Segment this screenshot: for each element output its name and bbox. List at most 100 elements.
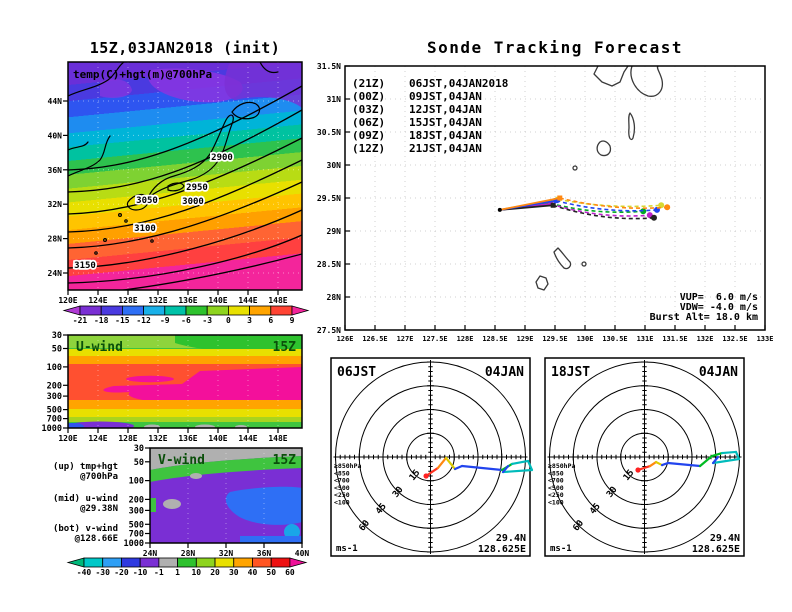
tracking-xtick-label: 128.5E [482, 335, 507, 343]
track-descent-line [550, 203, 650, 217]
vwind-xtick-label: 36N [257, 549, 272, 558]
colorbar-segment [100, 305, 123, 316]
colorbar-label: 40 [248, 568, 258, 577]
colorbar-label: -6 [181, 316, 191, 325]
map700-fill: 2900 2950 3000 3050 3100 3150 [68, 62, 302, 290]
legend-utc-label: (06Z) [352, 116, 385, 129]
colorbar-segment [102, 557, 122, 568]
uwind-ytick-label: 700 [47, 415, 62, 425]
legend-utc-label: (21Z) [352, 77, 385, 90]
uwind-ytick-label: 500 [47, 406, 62, 416]
vwind-xtick-label: 24N [143, 549, 158, 558]
contour-label: 3150 [74, 261, 96, 271]
hodo-legend-label: <700 [548, 477, 564, 485]
map-ytick-label: 32N [48, 200, 63, 209]
hodo-trace-segment [526, 459, 534, 472]
hodo-legend-label: <250 [334, 491, 350, 499]
burst-marker [557, 195, 563, 201]
colorbar-label: -18 [94, 316, 109, 325]
tracking-xtick-label: 133E [757, 335, 774, 343]
tracking-axes: 31.5N31N30.5N30N29.5N29N28.5N28N27.5N126… [317, 62, 774, 343]
hodo1-unit-label: ms-1 [336, 544, 358, 554]
tracking-ytick-label: 31N [327, 95, 342, 104]
tracking-xtick-label: 126.5E [362, 335, 387, 343]
hodo-trace-segment [710, 451, 724, 458]
colorbar-label: -9 [160, 316, 170, 325]
uwind-ytick-label: 50 [52, 345, 62, 355]
hodo2-unit-label: ms-1 [550, 544, 572, 554]
hodo-trace-segment [436, 456, 448, 470]
tracking-title: Sonde Tracking Forecast [427, 38, 683, 57]
colorbar-arrow [289, 557, 308, 568]
contour-label: 3100 [134, 224, 156, 234]
contour-label: 3050 [136, 196, 158, 206]
burst-alt-text: Burst Alt= 18.0 km [650, 312, 758, 323]
colorbar-segment [164, 305, 187, 316]
colorbar-segment [252, 557, 272, 568]
colorbar-label: 6 [268, 316, 273, 325]
tracking-xtick-label: 132E [697, 335, 714, 343]
vwind-xtick-label: 32N [219, 549, 234, 558]
tracking-ytick-label: 28N [327, 293, 342, 302]
tracking-xtick-label: 130.5E [602, 335, 627, 343]
section-annotation: (up) tmp+hgt @700hPa (mid) u-wind @29.38… [53, 462, 118, 544]
hodo-legend-label: <700 [334, 477, 350, 485]
tracking-panel: Sonde Tracking Forecast 31.5N 31N 30.5N 30N… [317, 38, 774, 343]
hodo1-time-label: 06JST [337, 365, 376, 380]
sonde-tracks [497, 195, 671, 221]
vwind-ytick-label: 500 [129, 520, 144, 530]
colorbar-segment [214, 557, 235, 568]
hodo1-date-label: 04JAN [485, 365, 524, 380]
burst-marker [553, 198, 559, 204]
legend-jst-label: 06JST,04JAN2018 [409, 77, 508, 90]
track-descent-line [555, 199, 658, 212]
hodo-trace-segment [698, 454, 714, 468]
coastlines [68, 62, 279, 255]
uwind-ytick-label: 100 [47, 363, 62, 373]
annotation-bot-2: @128.66E [75, 534, 118, 544]
contour-label: 3000 [182, 197, 204, 207]
colorbar-segment [185, 305, 208, 316]
uwind-xtick-label: 136E [178, 434, 197, 443]
colorbar-segment [233, 557, 253, 568]
vwind-ytick-label: 200 [129, 495, 144, 505]
hodo-ring-label: 15 [622, 468, 637, 483]
tracking-islands [535, 66, 664, 291]
vwind-fill [150, 448, 302, 543]
legend-jst-label: 18JST,04JAN [409, 129, 482, 142]
annotation-up-2: @700hPa [80, 472, 118, 482]
landing-marker [658, 202, 665, 209]
uwind-ytick-label: 1000 [42, 424, 62, 434]
hodo-trace-segment [453, 464, 464, 471]
hodo-trace-segment [501, 468, 534, 474]
legend-utc-label: (09Z) [352, 129, 385, 142]
hodo-surface-dot [423, 473, 429, 479]
vup-text: VUP= 6.0 m/s [680, 292, 758, 303]
map-xtick-label: 148E [268, 296, 287, 305]
colorbar-label: -10 [133, 568, 148, 577]
annotation-mid-2: @29.38N [80, 504, 118, 514]
map700-panel: 15Z,03JAN2018 (init) [48, 39, 310, 325]
hodo-trace-segment [460, 464, 504, 472]
colorbar-label: -30 [95, 568, 110, 577]
tracking-xtick-label: 129E [517, 335, 534, 343]
colorbar-label: -3 [202, 316, 212, 325]
tracking-ytick-label: 30.5N [317, 128, 341, 137]
hodo-legend-label: <100 [334, 499, 350, 507]
map-gridlines [68, 62, 302, 290]
map-xtick-label: 124E [88, 296, 107, 305]
map-ytick-label: 24N [48, 269, 63, 278]
hodo2-lon-label: 128.625E [692, 544, 740, 555]
legend-jst-label: 21JST,04JAN [409, 142, 482, 155]
map-xtick-label: 144E [238, 296, 257, 305]
track-descent-line [550, 202, 644, 213]
hodo1-lon-label: 128.625E [478, 544, 526, 555]
map700-title: 15Z,03JAN2018 (init) [90, 39, 281, 57]
vwind-ytick-label: 100 [129, 477, 144, 487]
colorbar-label: -15 [115, 316, 130, 325]
cold-pocket-blob [100, 79, 132, 98]
tracking-xtick-label: 127.5E [422, 335, 447, 343]
uwind-xtick-label: 144E [238, 434, 257, 443]
